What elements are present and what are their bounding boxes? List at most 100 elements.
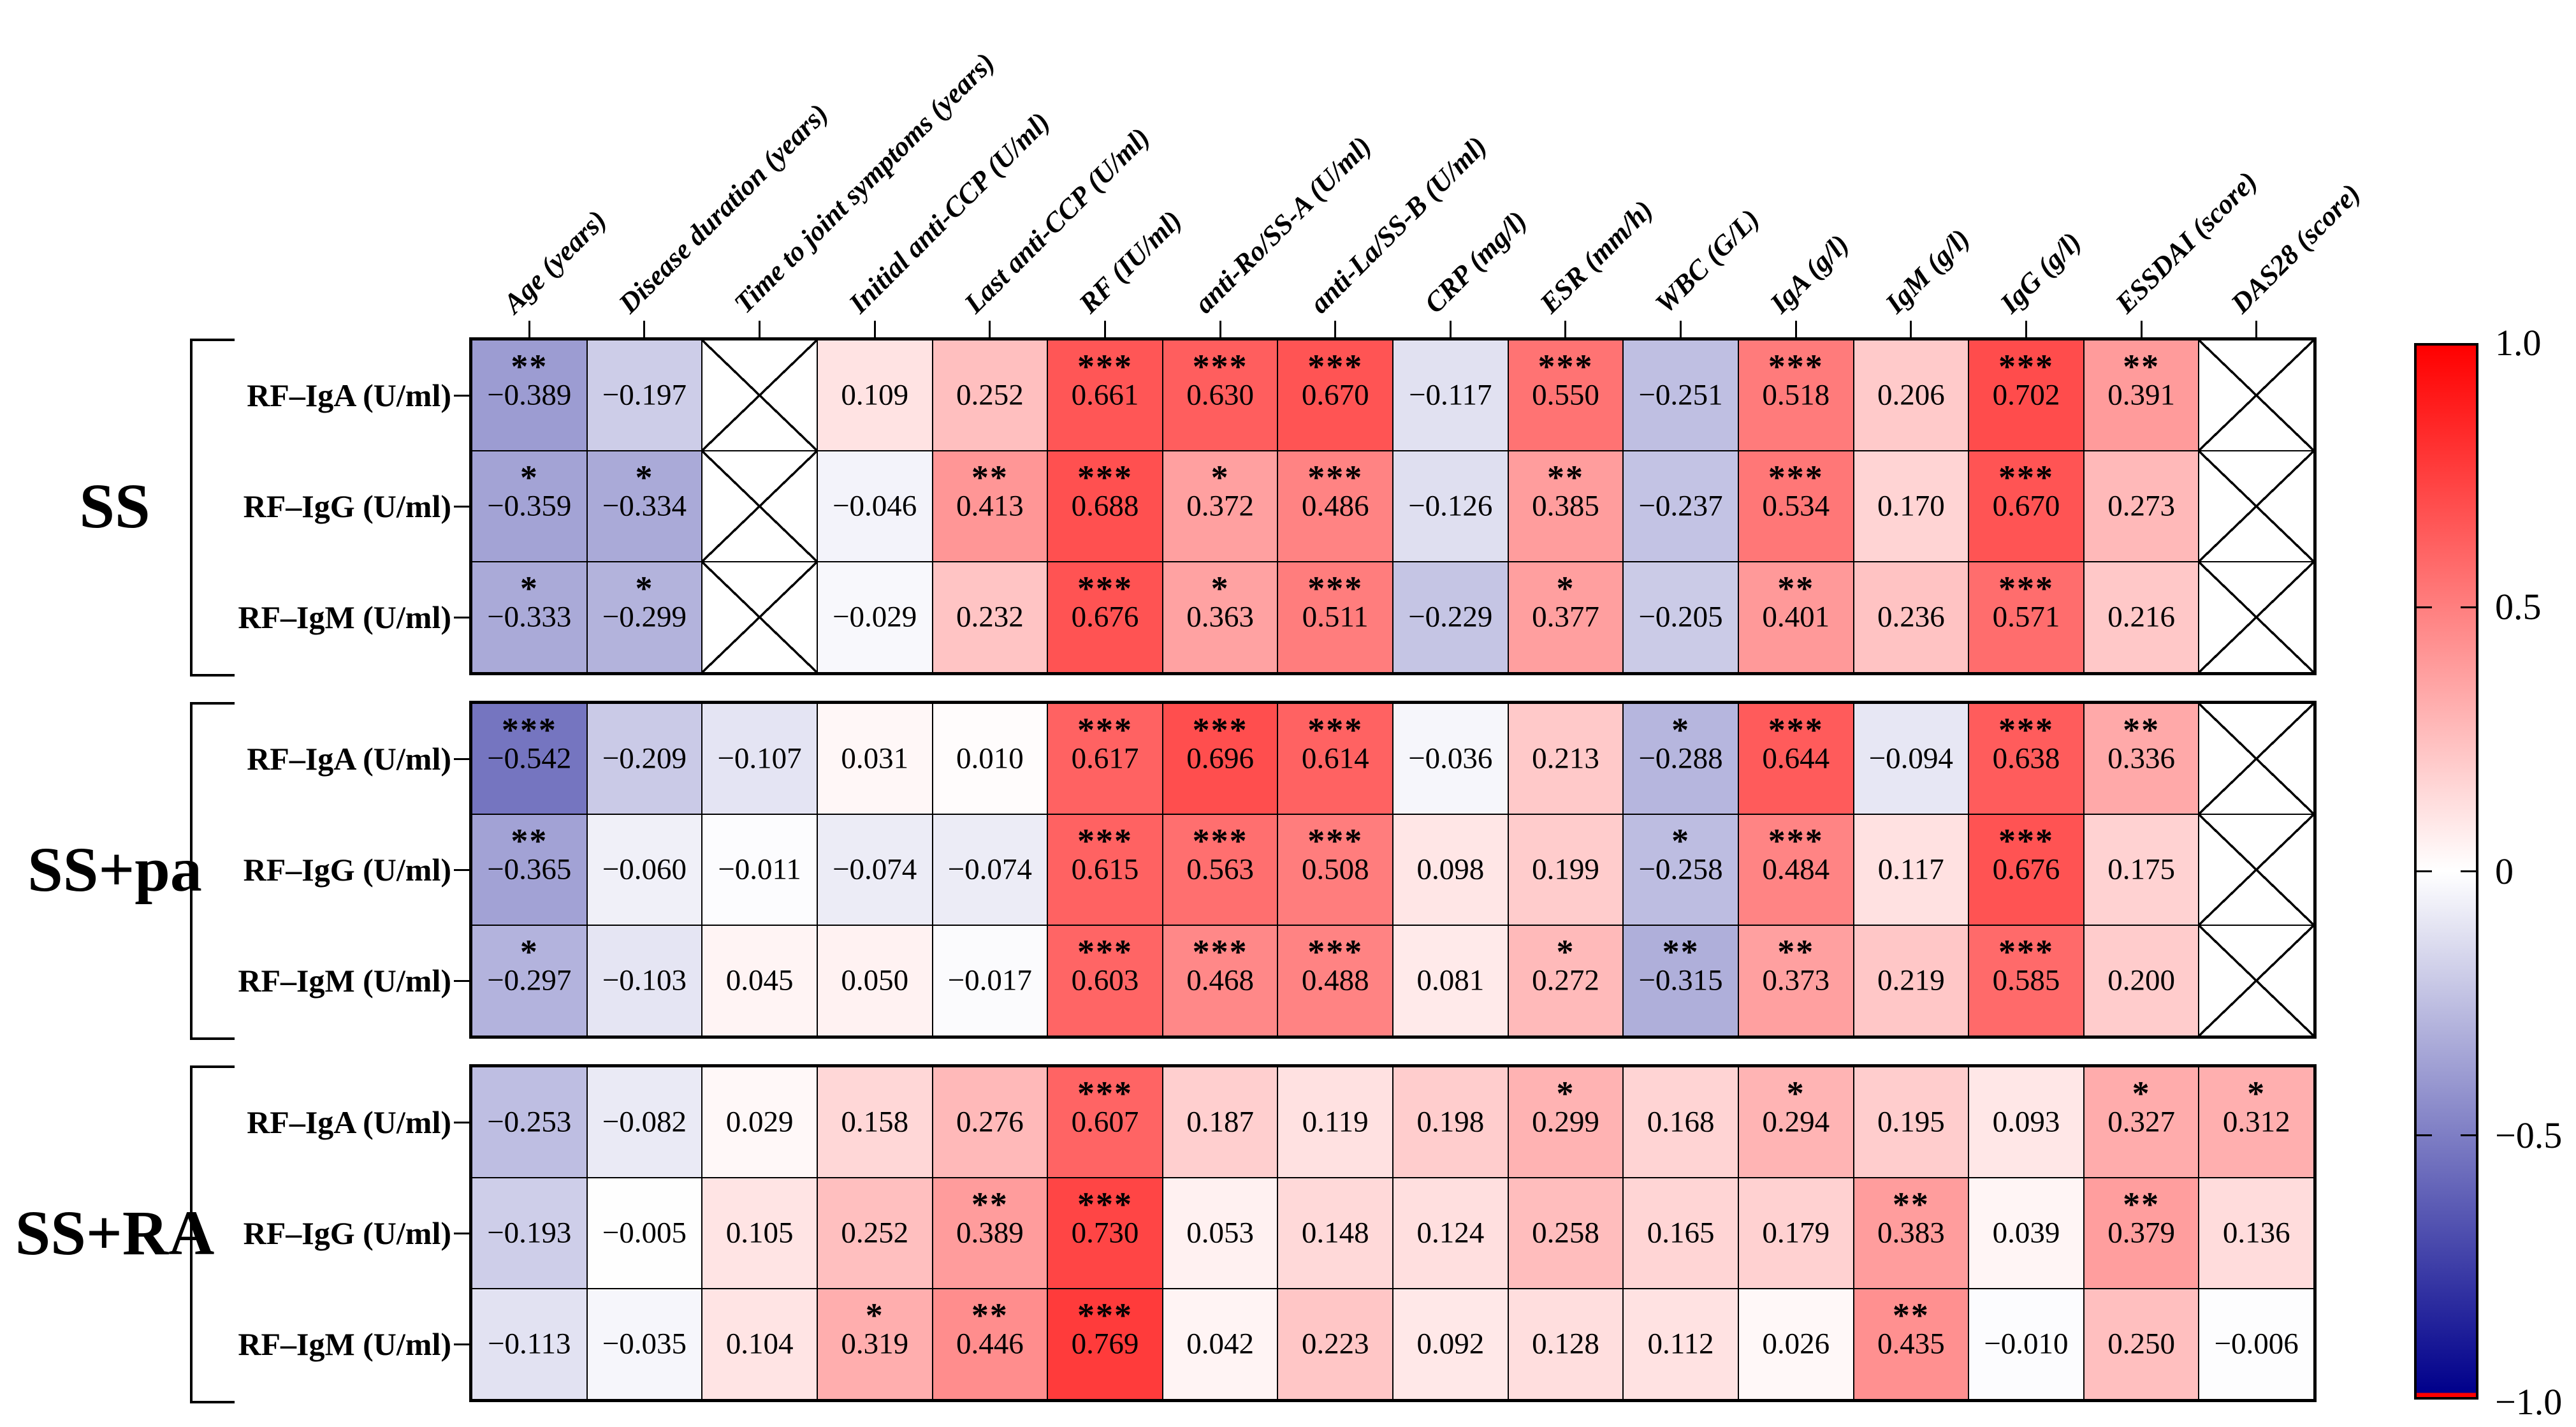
significance-stars: *** <box>1307 933 1364 971</box>
heatmap-cell: −0.126 <box>1393 451 1508 562</box>
group-label: SS <box>79 471 150 541</box>
cell-value: 0.484 <box>1762 853 1830 886</box>
significance-stars: *** <box>1192 348 1248 386</box>
significance-stars: *** <box>1998 933 2054 971</box>
cell-value: 0.198 <box>1416 1105 1485 1139</box>
heatmap-cell: −0.017 <box>932 925 1048 1036</box>
significance-stars: ** <box>971 1185 1008 1224</box>
significance-stars: * <box>2247 1074 2266 1113</box>
cell-value: 0.105 <box>725 1216 794 1250</box>
significance-stars: *** <box>1077 711 1133 749</box>
heatmap-cell: 0.117 <box>1853 814 1969 925</box>
heatmap-cell: *** 0.730 <box>1047 1178 1163 1289</box>
cell-value: 0.730 <box>1071 1216 1139 1250</box>
crossed-cell <box>2199 925 2314 1036</box>
group-label: SS+RA <box>15 1197 215 1268</box>
crossed-cell <box>702 562 817 673</box>
heatmap-cell: −0.094 <box>1853 703 1969 814</box>
heatmap-cell: ** 0.373 <box>1738 925 1854 1036</box>
column-header-label: Initial anti-CCP (U/ml) <box>843 106 1056 319</box>
heatmap-cell: *** 0.638 <box>1968 703 2084 814</box>
group-bracket-arm-top <box>190 339 235 341</box>
cell-value: −0.237 <box>1638 489 1723 523</box>
cell-value: 0.213 <box>1532 742 1599 775</box>
significance-stars: ** <box>1777 569 1815 608</box>
heatmap-cell: ** 0.446 <box>932 1289 1048 1400</box>
column-axis-tick <box>989 321 991 340</box>
heatmap-cell: 0.104 <box>702 1289 817 1400</box>
cell-value: −0.297 <box>487 963 572 997</box>
cell-value: 0.518 <box>1762 378 1830 412</box>
significance-stars: ** <box>2123 1185 2160 1224</box>
heatmap-cell: *** −0.542 <box>472 703 587 814</box>
heatmap-cell: 0.165 <box>1623 1178 1738 1289</box>
heatmap-cell: −0.074 <box>817 814 933 925</box>
cell-value: 0.168 <box>1647 1105 1715 1139</box>
heatmap-cell: 0.252 <box>817 1178 933 1289</box>
cell-value: 0.081 <box>1416 963 1485 997</box>
significance-stars: ** <box>2123 711 2160 749</box>
heatmap-cell: *** 0.488 <box>1277 925 1393 1036</box>
heatmap-cell: *** 0.676 <box>1968 814 2084 925</box>
heatmap-cell: 0.273 <box>2083 451 2199 562</box>
significance-stars: ** <box>511 822 548 860</box>
significance-stars: *** <box>1307 569 1364 608</box>
colorbar-tick-left <box>2417 606 2432 608</box>
column-axis-tick <box>528 321 530 340</box>
cell-value: 0.607 <box>1071 1105 1139 1139</box>
cell-value: −0.006 <box>2214 1327 2299 1361</box>
significance-stars: *** <box>1998 458 2054 497</box>
significance-stars: *** <box>1307 348 1364 386</box>
cell-value: 0.136 <box>2222 1216 2290 1250</box>
heatmap-cell: 0.250 <box>2083 1289 2199 1400</box>
heatmap-cell: −0.082 <box>586 1067 702 1178</box>
cell-value: 0.236 <box>1877 600 1945 634</box>
heatmap-cell: ** 0.413 <box>932 451 1048 562</box>
significance-stars: * <box>520 933 539 971</box>
cell-value: −0.036 <box>1408 742 1493 775</box>
significance-stars: * <box>520 458 539 497</box>
cell-value: 0.676 <box>1992 853 2060 886</box>
heatmap-cell: ** 0.391 <box>2083 340 2199 451</box>
group-bracket-arm-top <box>190 702 235 705</box>
cell-value: 0.223 <box>1301 1327 1369 1361</box>
cell-value: 0.670 <box>1301 378 1369 412</box>
crossed-cell <box>2199 340 2314 451</box>
significance-stars: * <box>520 569 539 608</box>
heatmap-cell: 0.119 <box>1277 1067 1393 1178</box>
row-axis-tick <box>454 1232 470 1234</box>
heatmap-cell: * −0.299 <box>586 562 702 673</box>
heatmap-cell: 0.128 <box>1508 1289 1624 1400</box>
cell-value: −0.542 <box>487 742 572 775</box>
cell-value: 0.170 <box>1877 489 1945 523</box>
column-header-label: CRP (mg/l) <box>1418 205 1533 319</box>
cell-value: 0.391 <box>2107 378 2175 412</box>
significance-stars: *** <box>1077 458 1133 497</box>
cell-value: 0.294 <box>1762 1105 1830 1139</box>
colorbar-tick-right <box>2461 870 2476 872</box>
cell-value: −0.258 <box>1638 853 1723 886</box>
group-bracket-arm-top <box>190 1065 235 1068</box>
heatmap-cell: 0.219 <box>1853 925 1969 1036</box>
cell-value: 0.585 <box>1992 963 2060 997</box>
significance-stars: *** <box>1768 458 1824 497</box>
cell-value: −0.103 <box>602 963 687 997</box>
group-bracket-arm-bottom <box>190 1037 235 1040</box>
row-axis-tick <box>454 616 470 618</box>
column-header-label: Age (years) <box>497 204 613 319</box>
cell-value: 0.029 <box>725 1105 794 1139</box>
significance-stars: *** <box>1538 348 1594 386</box>
column-header-label: ESR (mm/h) <box>1533 194 1659 319</box>
cell-value: 0.179 <box>1762 1216 1830 1250</box>
cell-value: 0.638 <box>1992 742 2060 775</box>
cell-value: 0.696 <box>1186 742 1254 775</box>
heatmap-cell: *** 0.670 <box>1968 451 2084 562</box>
heatmap-cell: 0.206 <box>1853 340 1969 451</box>
cell-value: 0.128 <box>1532 1327 1599 1361</box>
column-axis-tick <box>1794 321 1797 340</box>
cell-value: 0.661 <box>1071 378 1139 412</box>
colorbar-tick-label: 0 <box>2495 850 2514 892</box>
cell-value: −0.205 <box>1638 600 1723 634</box>
row-axis-tick <box>454 979 470 982</box>
